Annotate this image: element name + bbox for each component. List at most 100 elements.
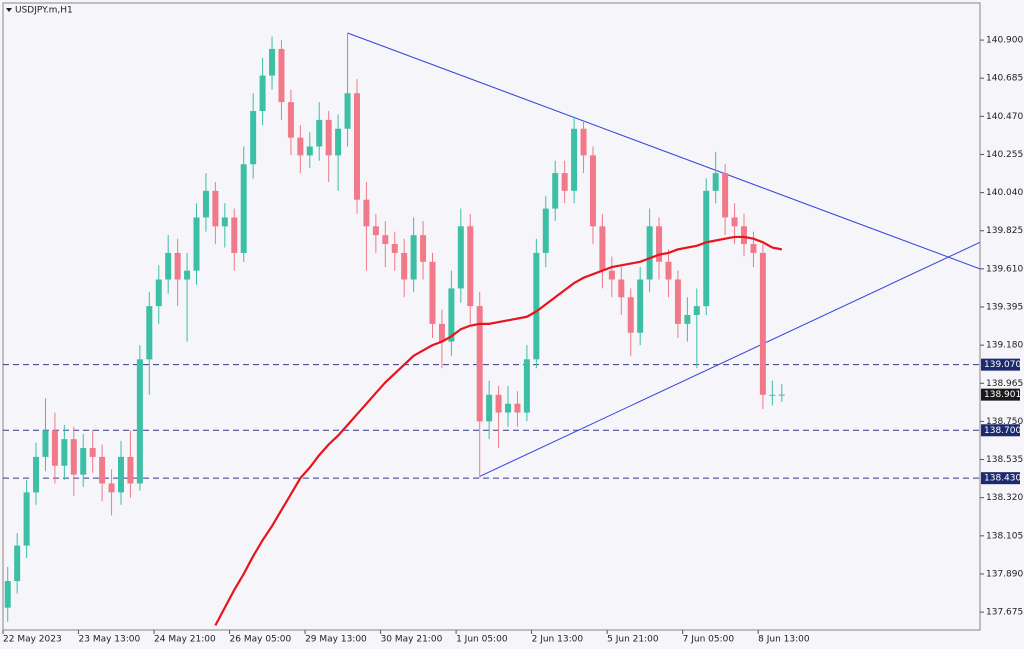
candle-body — [184, 270, 191, 280]
x-tick-label: 23 May 13:00 — [79, 635, 141, 645]
candle-body — [259, 75, 266, 112]
candle-body — [410, 235, 417, 280]
candle-body — [712, 173, 719, 191]
candle-body — [448, 288, 455, 342]
y-tick-label: 137.890 — [986, 569, 1023, 579]
candle-body — [61, 439, 68, 466]
plot-frame — [2, 2, 981, 631]
candle-body — [4, 581, 11, 608]
candle-body — [117, 456, 124, 493]
x-tick-label: 7 Jun 05:00 — [683, 635, 735, 645]
candle-body — [599, 226, 606, 271]
x-tick-label: 1 Jun 05:00 — [456, 635, 508, 645]
level-label: 138.700 — [984, 426, 1021, 436]
candle-body — [240, 164, 247, 253]
y-tick-label: 140.040 — [986, 188, 1023, 198]
candle-body — [467, 226, 474, 307]
candle-body — [552, 173, 559, 209]
candle-body — [703, 190, 710, 307]
candle-body — [250, 111, 257, 165]
candle-body — [759, 252, 766, 395]
candle-body — [665, 261, 672, 280]
candle-body — [750, 244, 757, 253]
candle-body — [99, 456, 106, 484]
candle-body — [306, 146, 313, 156]
candle-body — [769, 394, 776, 396]
candle-body — [146, 306, 153, 360]
x-tick-label: 30 May 21:00 — [381, 635, 443, 645]
x-tick-label: 29 May 13:00 — [305, 635, 367, 645]
candle-body — [391, 244, 398, 253]
candle-body — [684, 314, 691, 324]
candle-body — [372, 226, 379, 236]
y-tick-label: 139.395 — [986, 303, 1023, 313]
candle-body — [778, 394, 785, 396]
candle-body — [722, 173, 729, 218]
menu-icon[interactable] — [6, 8, 12, 12]
candle-body — [693, 306, 700, 315]
level-label: 139.070 — [984, 360, 1021, 370]
candle-body — [127, 456, 134, 484]
level-label: 138.430 — [984, 474, 1021, 484]
candle-body — [221, 217, 228, 227]
candle-body — [155, 279, 162, 307]
candle-body — [335, 128, 342, 156]
candle-body — [533, 252, 540, 360]
candle-body — [438, 323, 445, 342]
candle-body — [656, 226, 663, 262]
candle-body — [278, 48, 285, 103]
candle-body — [523, 359, 530, 413]
candle-body — [429, 261, 436, 324]
candle-body — [646, 226, 653, 280]
candle-body — [401, 252, 408, 280]
candle-body — [731, 217, 738, 227]
level-label-box — [981, 472, 1020, 485]
candle-body — [457, 226, 464, 289]
candle-body — [42, 430, 49, 457]
y-tick-label: 140.685 — [986, 74, 1023, 84]
level-label-box — [981, 358, 1020, 371]
candle-body — [589, 155, 596, 227]
candle-body — [212, 190, 219, 227]
candle-body — [353, 93, 360, 200]
x-tick-label: 26 May 05:00 — [230, 635, 292, 645]
y-tick-label: 139.180 — [986, 341, 1023, 351]
x-tick-label: 22 May 2023 — [3, 635, 62, 645]
candle-body — [618, 279, 625, 298]
y-tick-label: 138.535 — [986, 455, 1023, 465]
candle-body — [420, 235, 427, 262]
y-tick-label: 140.470 — [986, 112, 1023, 122]
candle-body — [325, 119, 332, 156]
candle-body — [561, 173, 568, 191]
candle-body — [505, 403, 512, 413]
candle-body — [297, 137, 304, 156]
y-tick-label: 140.900 — [986, 36, 1023, 46]
candle-body — [627, 297, 634, 333]
y-tick-label: 138.965 — [986, 379, 1023, 389]
trendline — [479, 241, 980, 477]
candle-body — [33, 456, 40, 493]
candle-body — [136, 359, 143, 484]
candle-body — [89, 448, 96, 457]
candle-body — [571, 128, 578, 191]
candle-body — [476, 306, 483, 422]
candle-body — [637, 279, 644, 333]
y-tick-label: 137.675 — [986, 608, 1023, 618]
candle-body — [193, 217, 200, 271]
y-tick-label: 138.320 — [986, 493, 1023, 503]
level-label-box — [981, 424, 1020, 437]
candle-body — [344, 93, 351, 129]
candle-body — [741, 226, 748, 245]
y-tick-label: 138.750 — [986, 417, 1023, 427]
candle-body — [202, 190, 209, 218]
y-tick-label: 138.105 — [986, 531, 1023, 541]
y-tick-label: 140.255 — [986, 150, 1023, 160]
candle-body — [287, 102, 294, 138]
candle-body — [495, 394, 502, 413]
x-tick-label: 5 Jun 21:00 — [607, 635, 659, 645]
plot-area — [3, 32, 980, 626]
candle-body — [674, 279, 681, 324]
candle-body — [514, 403, 521, 413]
